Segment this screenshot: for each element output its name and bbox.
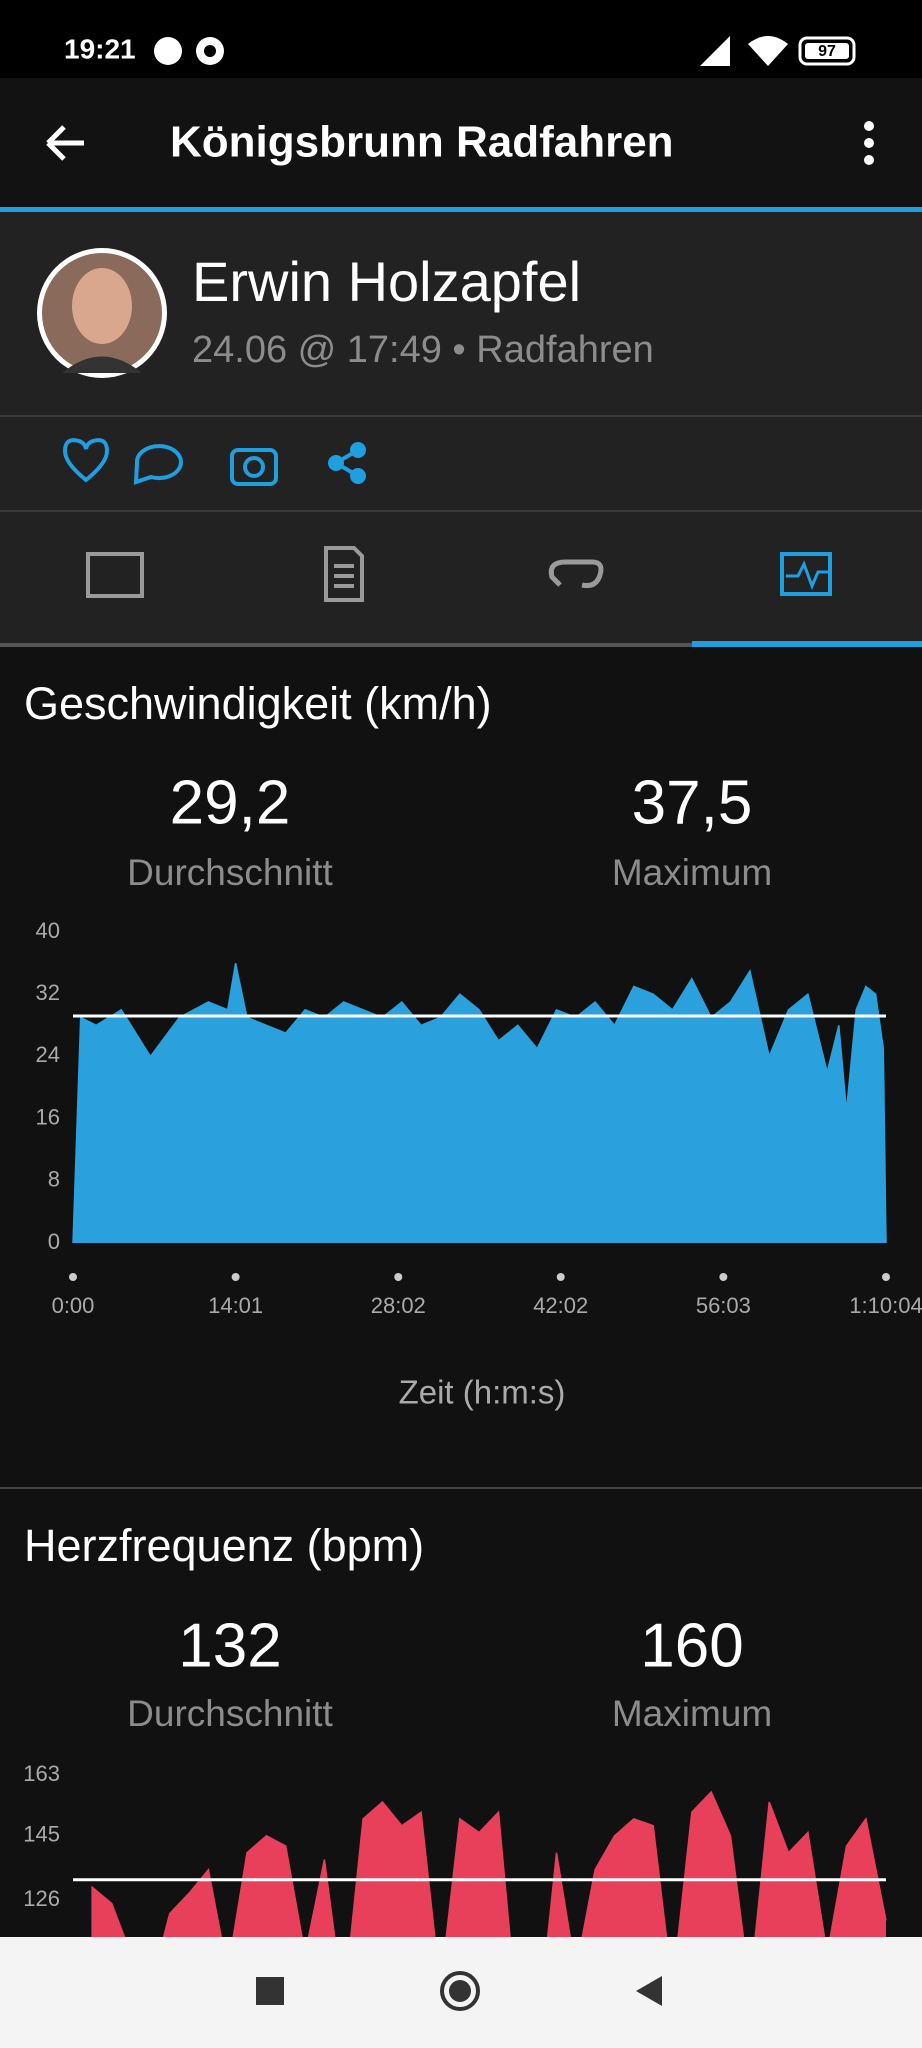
area-fill: [73, 963, 886, 1243]
status-icon: [154, 37, 182, 65]
tab-charts-glyph: [786, 560, 828, 591]
x-tick-mark: [394, 1273, 403, 1281]
nav-recent[interactable]: [256, 1977, 284, 2005]
y-tick-label: 32: [36, 980, 60, 1005]
average-value: 132: [178, 1611, 281, 1680]
nav-home[interactable]: [440, 1971, 480, 2011]
athlete-name[interactable]: Erwin Holzapfel: [192, 250, 581, 313]
activity-subtitle: 24.06 @ 17:49 • Radfahren: [192, 329, 654, 371]
charts: Geschwindigkeit (km/h) 29,2 Durchschnitt 37…: [23, 678, 922, 1937]
area-line: [90, 1790, 887, 1937]
y-tick-label: 16: [36, 1104, 60, 1129]
tab-row: [0, 512, 922, 645]
maximum-value: 37,5: [632, 768, 753, 837]
x-tick-label: 0:00: [52, 1293, 95, 1318]
x-tick-mark: [882, 1273, 890, 1281]
x-tick-mark: [69, 1273, 77, 1281]
tab-overview[interactable]: [86, 552, 144, 598]
x-tick-label: 56:03: [696, 1293, 751, 1318]
x-tick-label: 14:01: [208, 1293, 263, 1318]
nav-home-dot: [449, 1980, 471, 2002]
status-bar: [0, 0, 922, 78]
x-axis-label: Zeit (h:m:s): [399, 1374, 566, 1411]
tab-details[interactable]: [324, 546, 364, 602]
divider: [0, 415, 922, 417]
signal-icon: [700, 36, 730, 66]
y-tick-label: 8: [48, 1167, 60, 1192]
tab-laps[interactable]: [548, 559, 604, 588]
x-tick-label: 1:10:04: [849, 1293, 922, 1318]
area-line: [72, 962, 887, 1244]
divider: [0, 510, 922, 512]
menu-button[interactable]: [864, 121, 874, 165]
chart-title: Geschwindigkeit (km/h): [24, 678, 492, 729]
tab-charts[interactable]: [780, 552, 832, 596]
y-tick-label: 126: [23, 1886, 60, 1911]
chart-plot: [72, 962, 887, 1244]
x-tick-label: 28:02: [371, 1293, 426, 1318]
like-button[interactable]: [62, 438, 110, 483]
x-tick-mark: [231, 1273, 240, 1281]
back-button[interactable]: [46, 125, 84, 161]
share-button[interactable]: [328, 442, 366, 484]
average-label: Durchschnitt: [127, 852, 333, 893]
avatar-face: [72, 268, 132, 344]
status-icon: [204, 45, 216, 57]
maximum-label: Maximum: [612, 1693, 772, 1734]
x-tick-mark: [719, 1273, 728, 1281]
y-tick-label: 163: [23, 1761, 60, 1786]
comment-button[interactable]: [133, 444, 183, 485]
y-tick-label: 145: [23, 1822, 60, 1847]
x-tick-mark: [556, 1273, 565, 1281]
battery-icon: [798, 36, 856, 66]
area-fill: [91, 1791, 886, 1937]
avatar-shirt: [62, 356, 142, 373]
battery-fill: [805, 43, 849, 59]
photo-lens: [243, 456, 265, 478]
y-tick-label: 24: [36, 1042, 60, 1067]
chart-plot: [73, 1790, 887, 1937]
y-tick-label: 0: [48, 1229, 60, 1254]
tab-track: [0, 643, 922, 647]
nav-back[interactable]: [636, 1976, 662, 2006]
average-value: 29,2: [170, 768, 291, 837]
maximum-label: Maximum: [612, 852, 772, 893]
divider: [0, 1487, 922, 1489]
chart-title: Herzfrequenz (bpm): [24, 1520, 424, 1571]
x-tick-label: 42:02: [533, 1293, 588, 1318]
accent-line: [0, 207, 922, 212]
wifi-icon: [748, 36, 788, 66]
app-bar: [0, 78, 922, 208]
battery-level: 97: [818, 43, 836, 60]
status-time: 19:21: [64, 33, 136, 64]
action-row: [0, 417, 922, 510]
app-title: Königsbrunn Radfahren: [170, 118, 674, 167]
photo-button[interactable]: [230, 448, 278, 486]
maximum-value: 160: [640, 1611, 743, 1680]
tab-indicator: [692, 641, 922, 647]
average-label: Durchschnitt: [127, 1693, 333, 1734]
y-tick-label: 40: [36, 918, 60, 943]
